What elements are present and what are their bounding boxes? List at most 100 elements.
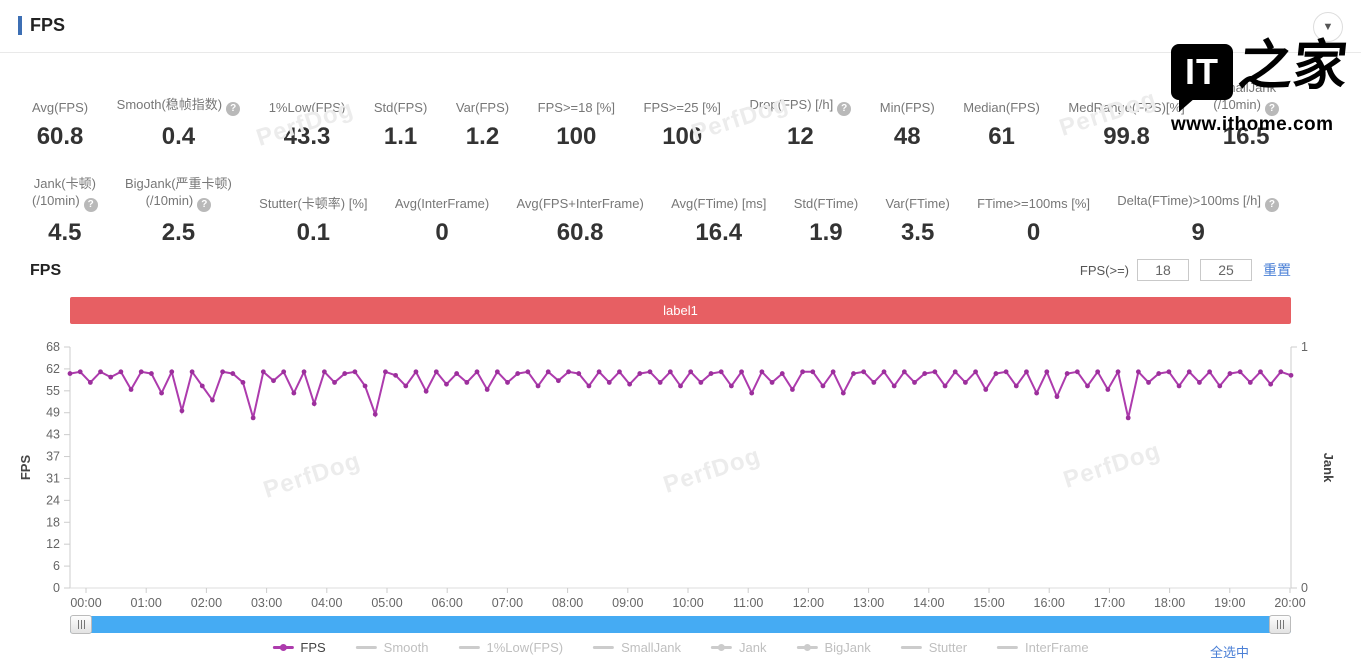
legend-item-bigjank[interactable]: BigJank — [796, 640, 871, 655]
stat-label: FPS>=25 [%] — [643, 100, 721, 115]
svg-text:03:00: 03:00 — [251, 596, 282, 610]
svg-text:31: 31 — [46, 471, 60, 485]
legend-item-interframe[interactable]: InterFrame — [997, 640, 1089, 655]
select-all-link[interactable]: 全选中 — [1209, 645, 1249, 660]
stat-value: 0.4 — [161, 123, 196, 150]
svg-text:12:00: 12:00 — [793, 596, 824, 610]
svg-text:12: 12 — [46, 537, 60, 551]
stat-stutter-%-: Stutter(卡顿率) [%] 0.1 — [259, 162, 367, 246]
stat-value: 43.3 — [283, 123, 331, 150]
scrollbar-left-handle[interactable] — [70, 615, 92, 634]
fps-threshold-high-input[interactable] — [1200, 259, 1252, 281]
ithome-logo: IT 之家 www.ithome.com — [1171, 36, 1350, 136]
scrollbar-right-handle[interactable] — [1269, 615, 1291, 634]
help-icon[interactable]: ? — [1264, 102, 1279, 116]
stat-medrange-fps-%-: MedRange(FPS)[%] 99.8 — [1068, 66, 1184, 150]
chart-legend: FPS Smooth 1%Low(FPS) SmallJank Jank BigJank S… — [272, 640, 1089, 655]
fps-threshold-filter: FPS(>=) 重置 — [1080, 259, 1291, 281]
legend-line-icon — [593, 646, 615, 649]
stat-label: Std(FPS) — [373, 100, 428, 115]
svg-text:62: 62 — [46, 362, 60, 376]
chart-zoom-scrollbar[interactable] — [70, 615, 1291, 634]
stat-drop-fps-h-: Drop(FPS) [/h]? 12 — [749, 66, 852, 150]
page-title: FPS — [30, 15, 66, 35]
svg-text:08:00: 08:00 — [552, 596, 583, 610]
stat-label: Avg(InterFrame) — [394, 196, 490, 211]
stat-value: 12 — [786, 123, 814, 150]
stat-avg-ftime-ms-: Avg(FTime) [ms] 16.4 — [671, 162, 766, 246]
stat-ftime-100ms-%-: FTime>=100ms [%] 0 — [977, 162, 1090, 246]
svg-text:18: 18 — [46, 515, 60, 529]
help-icon[interactable]: ? — [837, 102, 852, 116]
stat-value: 9 — [1191, 219, 1205, 246]
legend-item-smalljank[interactable]: SmallJank — [593, 640, 681, 655]
chart-section-title: FPS — [30, 262, 62, 279]
stat-smooth-: Smooth(稳帧指数)? 0.4 — [117, 66, 241, 150]
stat-value: 48 — [893, 123, 921, 150]
stat-value: 100 — [662, 123, 703, 150]
stat-label: Var(FPS) — [455, 100, 510, 115]
stat-label: BigJank(严重卡顿) (/10min)? — [124, 176, 232, 212]
stat-label: Avg(FPS) — [32, 100, 89, 115]
help-icon[interactable]: ? — [1264, 198, 1279, 212]
stat-avg-interframe-: Avg(InterFrame) 0 — [395, 162, 489, 246]
collapse-button[interactable]: ▼ — [1313, 12, 1343, 42]
legend-label: SmallJank — [621, 640, 682, 655]
stat-value: 4.5 — [48, 219, 82, 246]
stat-jank-: Jank(卡顿) (/10min)? 4.5 — [32, 162, 98, 246]
svg-text:11:00: 11:00 — [733, 596, 763, 610]
svg-text:02:00: 02:00 — [191, 596, 222, 610]
legend-line-icon — [458, 646, 480, 649]
fps-threshold-low-input[interactable] — [1137, 259, 1189, 281]
help-icon[interactable]: ? — [226, 102, 241, 116]
svg-text:55: 55 — [46, 384, 60, 398]
stat-label: Min(FPS) — [879, 100, 935, 115]
fps-threshold-label: FPS(>=) — [1079, 262, 1129, 278]
stat-var-fps-: Var(FPS) 1.2 — [456, 66, 509, 150]
svg-text:16:00: 16:00 — [1034, 596, 1065, 610]
scrollbar-track[interactable] — [70, 616, 1291, 633]
svg-text:68: 68 — [46, 340, 60, 354]
svg-text:00:00: 00:00 — [70, 596, 101, 610]
stat-label: Avg(FTime) [ms] — [671, 196, 767, 211]
reset-link[interactable]: 重置 — [1263, 262, 1291, 278]
stat-label: FPS>=18 [%] — [537, 100, 615, 115]
header-divider — [0, 52, 1361, 53]
svg-text:01:00: 01:00 — [131, 596, 162, 610]
svg-text:1: 1 — [1301, 340, 1308, 354]
legend-item-fps[interactable]: FPS — [272, 640, 326, 655]
legend-item-1%low-fps-[interactable]: 1%Low(FPS) — [458, 640, 563, 655]
legend-label: FPS — [300, 640, 326, 655]
stat-avg-fps-interframe-: Avg(FPS+InterFrame) 60.8 — [517, 162, 644, 246]
stat-label: FTime>=100ms [%] — [977, 196, 1091, 211]
legend-dot-icon — [279, 644, 287, 651]
legend-line-icon — [997, 646, 1019, 649]
legend-item-stutter[interactable]: Stutter — [900, 640, 967, 655]
ithome-url: www.ithome.com — [1171, 114, 1334, 135]
stat-value: 1.9 — [809, 219, 843, 246]
stat-value: 61 — [988, 123, 1015, 150]
stat-label: Delta(FTime)>100ms [/h]? — [1117, 192, 1279, 212]
svg-text:05:00: 05:00 — [371, 596, 402, 610]
fps-line-chart[interactable]: 0 6 12 18 24 31 37 43 49 55 62 68 0 1 FPS Jank 00:00 01:0… — [0, 330, 1361, 612]
stat-label: MedRange(FPS)[%] — [1068, 100, 1185, 115]
stat-fps-25-%-: FPS>=25 [%] 100 — [644, 66, 721, 150]
svg-text:13:00: 13:00 — [853, 596, 884, 610]
legend-item-jank[interactable]: Jank — [711, 640, 767, 655]
stat-label: Stutter(卡顿率) [%] — [259, 196, 368, 211]
svg-text:07:00: 07:00 — [492, 596, 523, 610]
stat-label: Jank(卡顿) (/10min)? — [32, 176, 98, 212]
svg-text:15:00: 15:00 — [973, 596, 1004, 610]
help-icon[interactable]: ? — [83, 198, 98, 212]
stat-value: 0 — [1026, 219, 1041, 246]
legend-item-smooth[interactable]: Smooth — [355, 640, 428, 655]
svg-text:04:00: 04:00 — [311, 596, 342, 610]
svg-text:Jank: Jank — [1321, 453, 1336, 483]
stat-value: 99.8 — [1103, 123, 1150, 150]
stats-row-2: Jank(卡顿) (/10min)? 4.5 BigJank(严重卡顿) (/10min… — [32, 162, 1279, 246]
stat-label: Smooth(稳帧指数)? — [117, 96, 241, 116]
chart-label-banner: label1 — [70, 297, 1291, 324]
help-icon[interactable]: ? — [197, 198, 212, 212]
stat-label: Avg(FPS+InterFrame) — [516, 196, 644, 211]
svg-text:0: 0 — [1301, 581, 1308, 595]
